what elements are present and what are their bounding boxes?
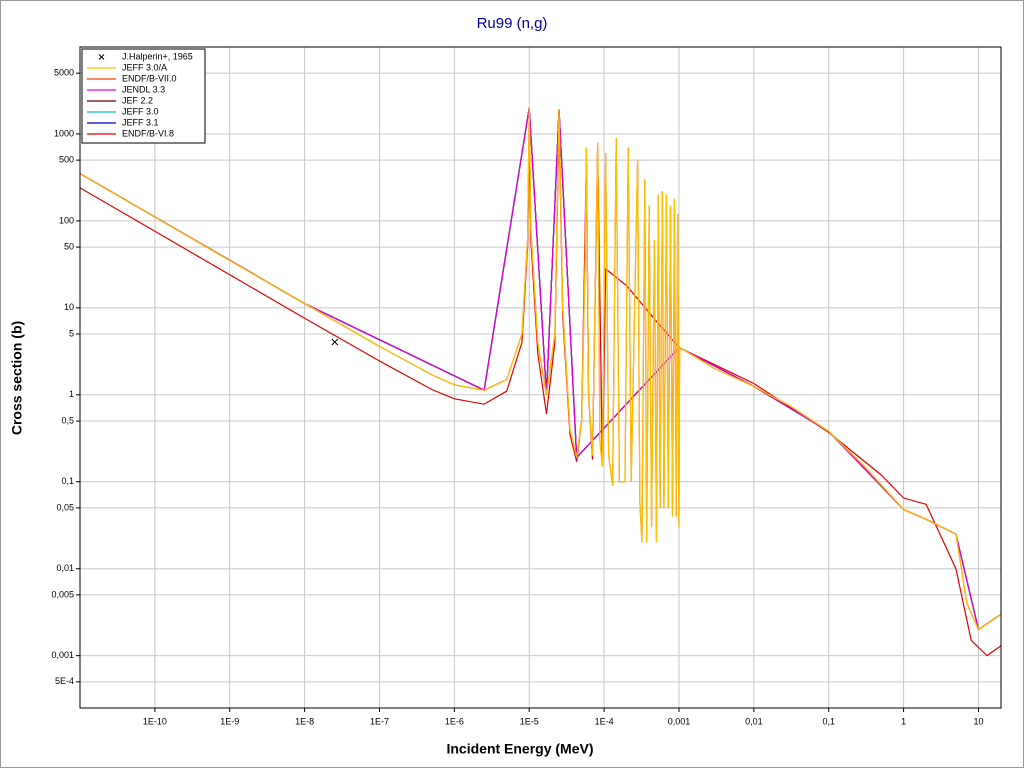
x-tick-label: 10 [973,716,983,726]
legend-label: ENDF/B-VI.8 [122,128,174,138]
x-tick-label: 1E-8 [295,716,314,726]
grid: 1E-10 1E-9 1E-8 1E-7 1E-6 1E-5 1E-4 0,001 0,01 0,… [51,47,1001,726]
x-tick-label: 0,1 [822,716,835,726]
y-tick-label: 1000 [54,128,74,138]
y-tick-label: 0,01 [56,563,74,573]
y-tick-label: 5E-4 [55,676,74,686]
y-tick-label: 0,05 [56,502,74,512]
legend-label: ENDF/B-VII.0 [122,73,177,83]
series-line [80,107,1001,631]
series-line [80,118,1001,657]
legend-label: JEFF 3.0/A [122,62,167,72]
y-tick-label: 0,5 [61,415,74,425]
legend-label: JENDL 3.3 [122,84,165,94]
x-tick-label: 1E-10 [143,716,167,726]
y-tick-label: 500 [59,154,74,164]
legend-label: JEFF 3.1 [122,117,159,127]
y-tick-label: 10 [64,302,74,312]
x-tick-label: 1E-4 [595,716,614,726]
x-tick-label: 1E-5 [520,716,539,726]
y-tick-label: 1 [69,389,74,399]
y-tick-label: 5 [69,328,74,338]
plot-border [79,46,1002,709]
y-tick-label: 0,001 [51,650,74,660]
x-tick-label: 1 [901,716,906,726]
y-axis-label: Cross section (b) [9,321,25,435]
x-tick-label: 1E-7 [370,716,389,726]
y-tick-label: 0,1 [61,476,74,486]
legend-label: J.Halperin+, 1965 [122,51,193,61]
chart-title: Ru99 (n,g) [477,15,548,32]
x-tick-label: 0,01 [745,716,763,726]
legend-box [81,48,206,144]
y-tick-label: 5000 [54,68,74,78]
plot-lines [80,107,1001,657]
x-tick-label: 0,001 [668,716,691,726]
data-point [331,338,339,346]
legend-marker [98,54,105,60]
y-tick-label: 100 [59,215,74,225]
y-tick-label: 0,005 [51,589,74,599]
y-tick-label: 50 [64,241,74,251]
x-axis-label: Incident Energy (MeV) [446,741,593,757]
x-tick-label: 1E-9 [220,716,239,726]
legend-label: JEFF 3.0 [122,106,159,116]
x-tick-label: 1E-6 [445,716,464,726]
legend-label: JEF 2.2 [122,95,153,105]
